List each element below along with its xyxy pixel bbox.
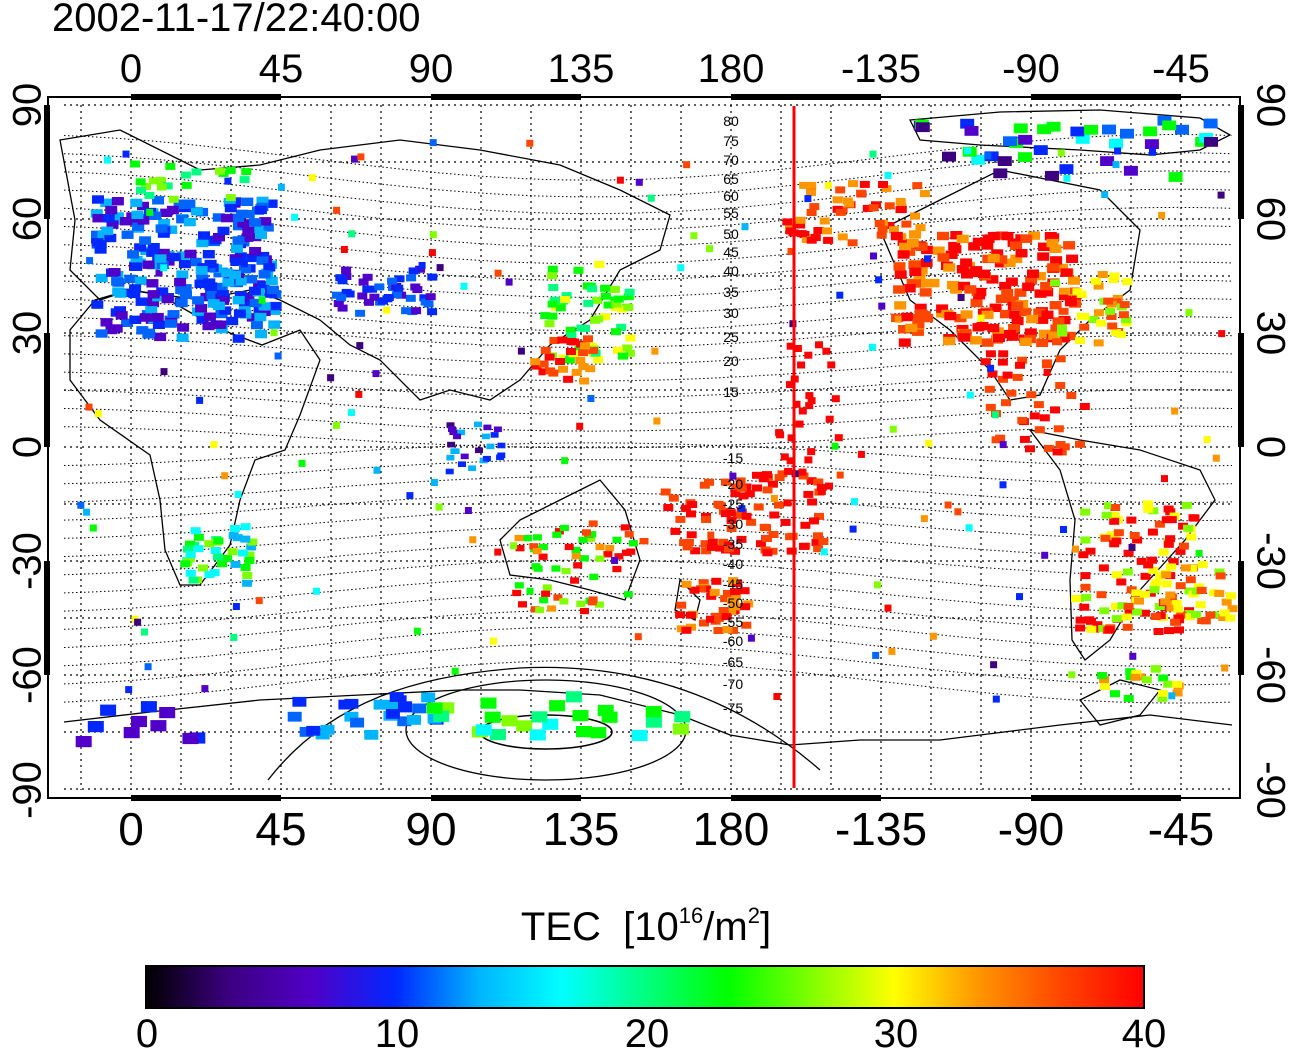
tec-observations: [75, 115, 1238, 748]
lon-tick-bottom: -135: [835, 803, 927, 855]
contour-label: 40: [723, 263, 739, 279]
lat-tick-right: 0: [1248, 436, 1292, 458]
contour-label: -40: [723, 556, 743, 572]
map-frame: [47, 96, 1241, 799]
lat-tick-right: 90: [1248, 83, 1292, 128]
colorbar-unit-exp: 16: [678, 903, 704, 928]
lat-tick-right: -30: [1248, 532, 1292, 590]
contour-label: -15: [723, 450, 743, 466]
lon-tick-bottom: 0: [118, 803, 144, 855]
lon-tick-bottom: 45: [255, 803, 306, 855]
lat-tick-left: -30: [6, 532, 50, 590]
lon-tick-top: 135: [548, 47, 615, 91]
lon-tick-top: -135: [841, 47, 921, 91]
contour-label: -65: [723, 654, 743, 670]
contour-label: -75: [723, 700, 743, 716]
lat-tick-left: 0: [6, 436, 50, 458]
contour-label: 30: [723, 305, 739, 321]
map-title: 2002-11-17/22:40:00: [52, 0, 421, 40]
lon-tick-bottom: -90: [998, 803, 1064, 855]
lon-tick-top: -45: [1152, 47, 1210, 91]
colorbar-tick-0: 0: [135, 1012, 159, 1056]
tec-map: 0045459090135135180180-135-135-90-90-45-…: [6, 47, 1292, 855]
colorbar-label: TEC: [520, 905, 601, 949]
contour-label: 80: [723, 113, 739, 129]
lon-tick-top: -90: [1002, 47, 1060, 91]
colorbar-unit-prefix: [10: [623, 905, 679, 949]
lat-tick-left: 60: [6, 197, 50, 242]
lat-tick-left: -60: [6, 646, 50, 704]
lon-tick-top: 0: [120, 47, 142, 91]
contour-label: -35: [723, 536, 743, 552]
lon-tick-bottom: 135: [543, 803, 620, 855]
axis-tick-labels: 0045459090135135180180-135-135-90-90-45-…: [6, 47, 1292, 855]
contour-label: -25: [723, 496, 743, 512]
contour-label: 15: [723, 384, 739, 400]
contour-label: -45: [723, 576, 743, 592]
lat-tick-left: 90: [6, 83, 50, 128]
contour-label: -70: [723, 676, 743, 692]
lon-tick-top: 90: [409, 47, 454, 91]
lat-tick-right: 60: [1248, 197, 1292, 242]
colorbar-unit-exp2: 2: [747, 903, 760, 928]
contour-label: 55: [723, 205, 739, 221]
contour-label: -20: [723, 476, 743, 492]
contour-label: 20: [723, 353, 739, 369]
lat-tick-right: -60: [1248, 646, 1292, 704]
colorbar-unit-mid: /m: [703, 905, 748, 949]
colorbar-title: TEC [1016/m2]: [0, 903, 1292, 950]
colorbar-tick-20: 20: [624, 1012, 670, 1056]
lat-tick-left: 30: [6, 311, 50, 356]
contour-label: 45: [723, 244, 739, 260]
lon-tick-top: 180: [698, 47, 765, 91]
contour-label: -60: [723, 633, 743, 649]
lon-tick-bottom: -45: [1148, 803, 1214, 855]
lon-tick-bottom: 90: [405, 803, 456, 855]
colorbar-tick-30: 30: [873, 1012, 919, 1056]
contour-label: -30: [723, 516, 743, 532]
contour-label: 50: [723, 226, 739, 242]
magnetic-latitude-contours: [63, 134, 1233, 781]
lat-tick-right: -90: [1248, 761, 1292, 819]
colorbar: [145, 965, 1145, 1009]
contour-label: -55: [723, 614, 743, 630]
contour-label: 65: [723, 171, 739, 187]
contour-label: 70: [723, 152, 739, 168]
lon-tick-bottom: 180: [693, 803, 770, 855]
lat-tick-left: -90: [6, 761, 50, 819]
contour-label: 25: [723, 329, 739, 345]
contour-label: -50: [723, 595, 743, 611]
lon-tick-top: 45: [259, 47, 304, 91]
colorbar-tick-10: 10: [374, 1012, 420, 1056]
contour-label: 75: [723, 133, 739, 149]
colorbar-tick-40: 40: [1121, 1012, 1167, 1056]
contour-label: 35: [723, 284, 739, 300]
colorbar-unit-suffix: ]: [759, 905, 772, 949]
contour-label: 60: [723, 188, 739, 204]
lat-tick-right: 30: [1248, 311, 1292, 356]
